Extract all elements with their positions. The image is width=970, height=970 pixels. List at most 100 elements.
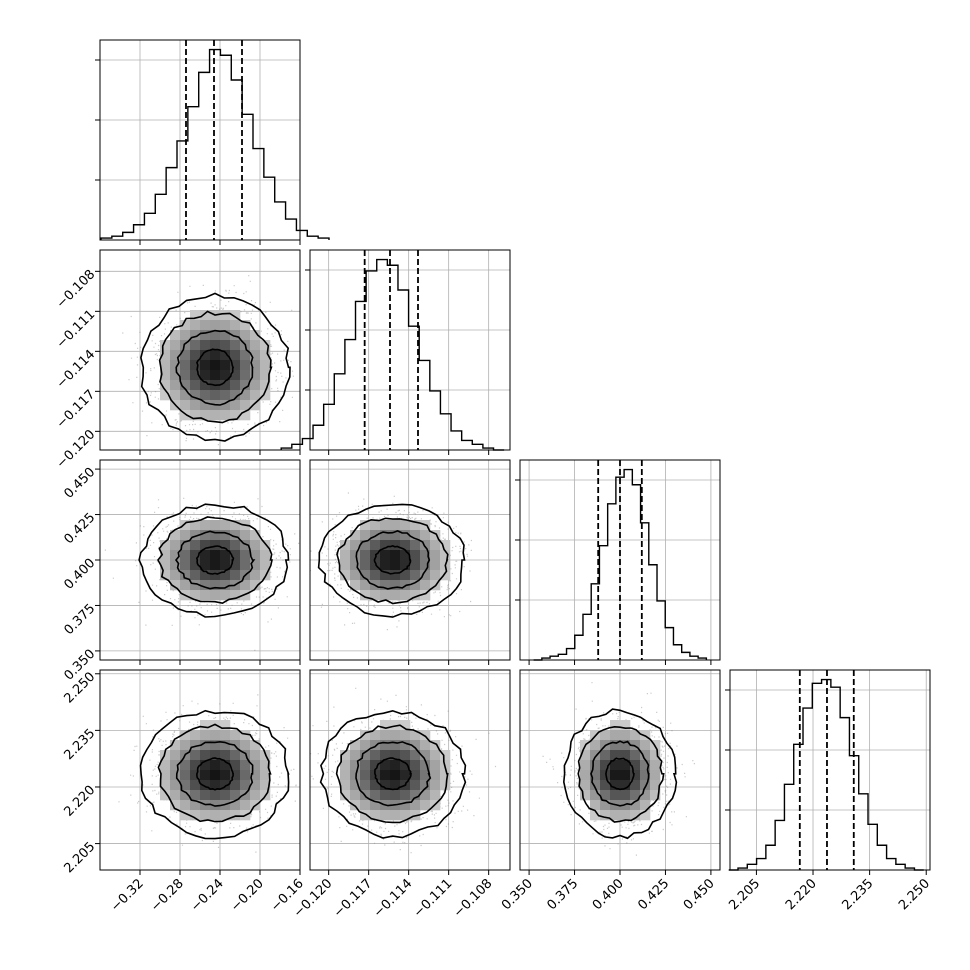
density-cell [260,540,271,551]
density-cell [240,560,251,571]
density-cell [170,380,181,391]
density-cell [260,550,271,561]
density-cell [620,730,631,741]
density-cell [410,570,421,581]
density-cell [230,570,241,581]
density-cell [610,780,621,791]
y-tick-label: 2.220 [61,783,98,820]
density-cell [390,790,401,801]
density-cell [410,530,421,541]
density-cell [610,760,621,771]
contour-line-4 [373,545,412,575]
density-cell [350,790,361,801]
density-cell [400,740,411,751]
density-cell [360,560,371,571]
density-cell [250,390,261,401]
contour-line-3 [175,329,254,406]
contour-line-3 [174,530,256,590]
density-cell [400,770,411,781]
density-cell [260,360,271,371]
density-cell [230,770,241,781]
density-cell [420,590,431,601]
x-tick-label: 2.235 [840,876,877,913]
density-cell [370,530,381,541]
density-cell [260,390,271,401]
density-cell [360,740,371,751]
density-cell [180,360,191,371]
density-cell [170,770,181,781]
density-cell [260,760,271,771]
density-cell [430,750,441,761]
density-cell [600,730,611,741]
density-cell [210,350,221,361]
density-cell [640,790,651,801]
density-cell [630,790,641,801]
density-cell [640,740,651,751]
density-cell [370,590,381,601]
density-cell [600,750,611,761]
density-cell [400,800,411,811]
density-cell [370,560,381,571]
density-cell [220,540,231,551]
density-cell [180,390,191,401]
density-cell [200,370,211,381]
contour-line-1 [317,503,466,618]
density-cell [430,540,441,551]
hist-panel-2 [280,249,511,451]
density-cell [390,540,401,551]
density-cell [440,540,451,551]
density-cell [380,760,391,771]
density-cell [160,370,171,381]
density-cell [170,550,181,561]
density-cell [230,520,241,531]
density-cell [200,780,211,791]
density-cell [620,780,631,791]
density-cell [190,760,201,771]
density-cell [190,520,201,531]
density-cell [190,770,201,781]
density-cell [220,400,231,411]
density-cell [230,590,241,601]
y-tick-label: −0.111 [54,307,99,352]
density-cell [390,740,401,751]
density-cell [380,810,391,821]
density-cell [650,750,661,761]
density-cell [190,550,201,561]
density-cell [400,550,411,561]
density-cell [350,740,361,751]
density-cell [200,540,211,551]
density-cell [240,770,251,781]
density-cell [370,800,381,811]
density-cell [240,530,251,541]
density-cell [440,570,451,581]
density-cell [350,580,361,591]
density-cell [190,350,201,361]
x-tick-label: −0.114 [371,876,416,921]
density-cell [180,540,191,551]
density-cell [170,760,181,771]
density-cell [200,550,211,561]
density-cell [170,390,181,401]
contour-line-2 [157,516,273,605]
density-cell [260,340,271,351]
density-cell [380,590,391,601]
density-cell [340,570,351,581]
density-cell [240,760,251,771]
density-cell [180,400,191,411]
x-tick-label: 0.350 [499,876,536,913]
density-cell [360,800,371,811]
x-tick-label: −0.111 [411,876,456,921]
density-cell [170,580,181,591]
density-cell [230,800,241,811]
density-cell [250,790,261,801]
density-cell [210,740,221,751]
density-cell [190,540,201,551]
density-cell [370,540,381,551]
density-cell [170,780,181,791]
density-cell [390,520,401,531]
density-cell [210,570,221,581]
density-cell [200,520,211,531]
density-cell [200,590,211,601]
density-cell [160,560,171,571]
density-cell [600,800,611,811]
